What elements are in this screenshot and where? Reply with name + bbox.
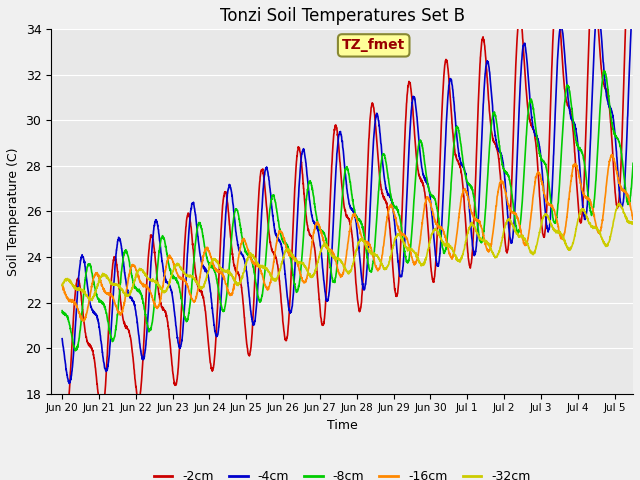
-2cm: [157, 303, 165, 309]
-32cm: [124, 293, 131, 299]
-8cm: [629, 160, 637, 166]
-32cm: [277, 262, 285, 267]
-8cm: [157, 236, 165, 241]
-32cm: [58, 282, 66, 288]
-8cm: [601, 68, 609, 73]
-16cm: [302, 279, 310, 285]
-32cm: [157, 285, 165, 291]
Line: -32cm: -32cm: [62, 204, 633, 300]
-2cm: [277, 300, 285, 306]
-2cm: [618, 135, 626, 141]
-16cm: [608, 152, 616, 157]
-16cm: [557, 233, 564, 239]
-8cm: [58, 308, 66, 313]
-16cm: [80, 318, 88, 324]
X-axis label: Time: Time: [326, 419, 358, 432]
-32cm: [88, 298, 96, 303]
Legend: -2cm, -4cm, -8cm, -16cm, -32cm: -2cm, -4cm, -8cm, -16cm, -32cm: [148, 466, 536, 480]
Y-axis label: Soil Temperature (C): Soil Temperature (C): [7, 147, 20, 276]
-8cm: [277, 234, 285, 240]
-32cm: [302, 266, 310, 272]
-16cm: [58, 281, 66, 287]
-4cm: [124, 288, 131, 293]
-4cm: [302, 160, 310, 166]
-2cm: [58, 413, 66, 419]
-2cm: [124, 326, 131, 332]
-16cm: [157, 292, 165, 298]
-16cm: [124, 282, 131, 288]
-16cm: [629, 216, 637, 222]
-2cm: [557, 30, 564, 36]
-8cm: [124, 252, 131, 257]
-2cm: [61, 426, 69, 432]
Line: -2cm: -2cm: [62, 0, 633, 429]
-32cm: [557, 230, 564, 236]
-4cm: [557, 24, 564, 30]
-8cm: [302, 201, 310, 206]
-4cm: [618, 204, 626, 210]
-4cm: [65, 381, 73, 386]
-2cm: [302, 213, 310, 218]
Text: TZ_fmet: TZ_fmet: [342, 38, 405, 52]
-4cm: [157, 252, 165, 258]
-16cm: [618, 186, 626, 192]
-4cm: [277, 241, 285, 247]
-32cm: [629, 221, 637, 227]
Title: Tonzi Soil Temperatures Set B: Tonzi Soil Temperatures Set B: [220, 7, 465, 25]
-8cm: [618, 157, 626, 163]
-16cm: [277, 228, 285, 234]
-32cm: [616, 201, 623, 206]
-4cm: [629, 0, 637, 1]
-8cm: [557, 164, 564, 170]
-32cm: [618, 206, 626, 212]
Line: -8cm: -8cm: [62, 71, 633, 351]
Line: -4cm: -4cm: [62, 0, 633, 384]
Line: -16cm: -16cm: [62, 155, 633, 321]
-8cm: [72, 348, 79, 354]
-4cm: [58, 336, 66, 342]
